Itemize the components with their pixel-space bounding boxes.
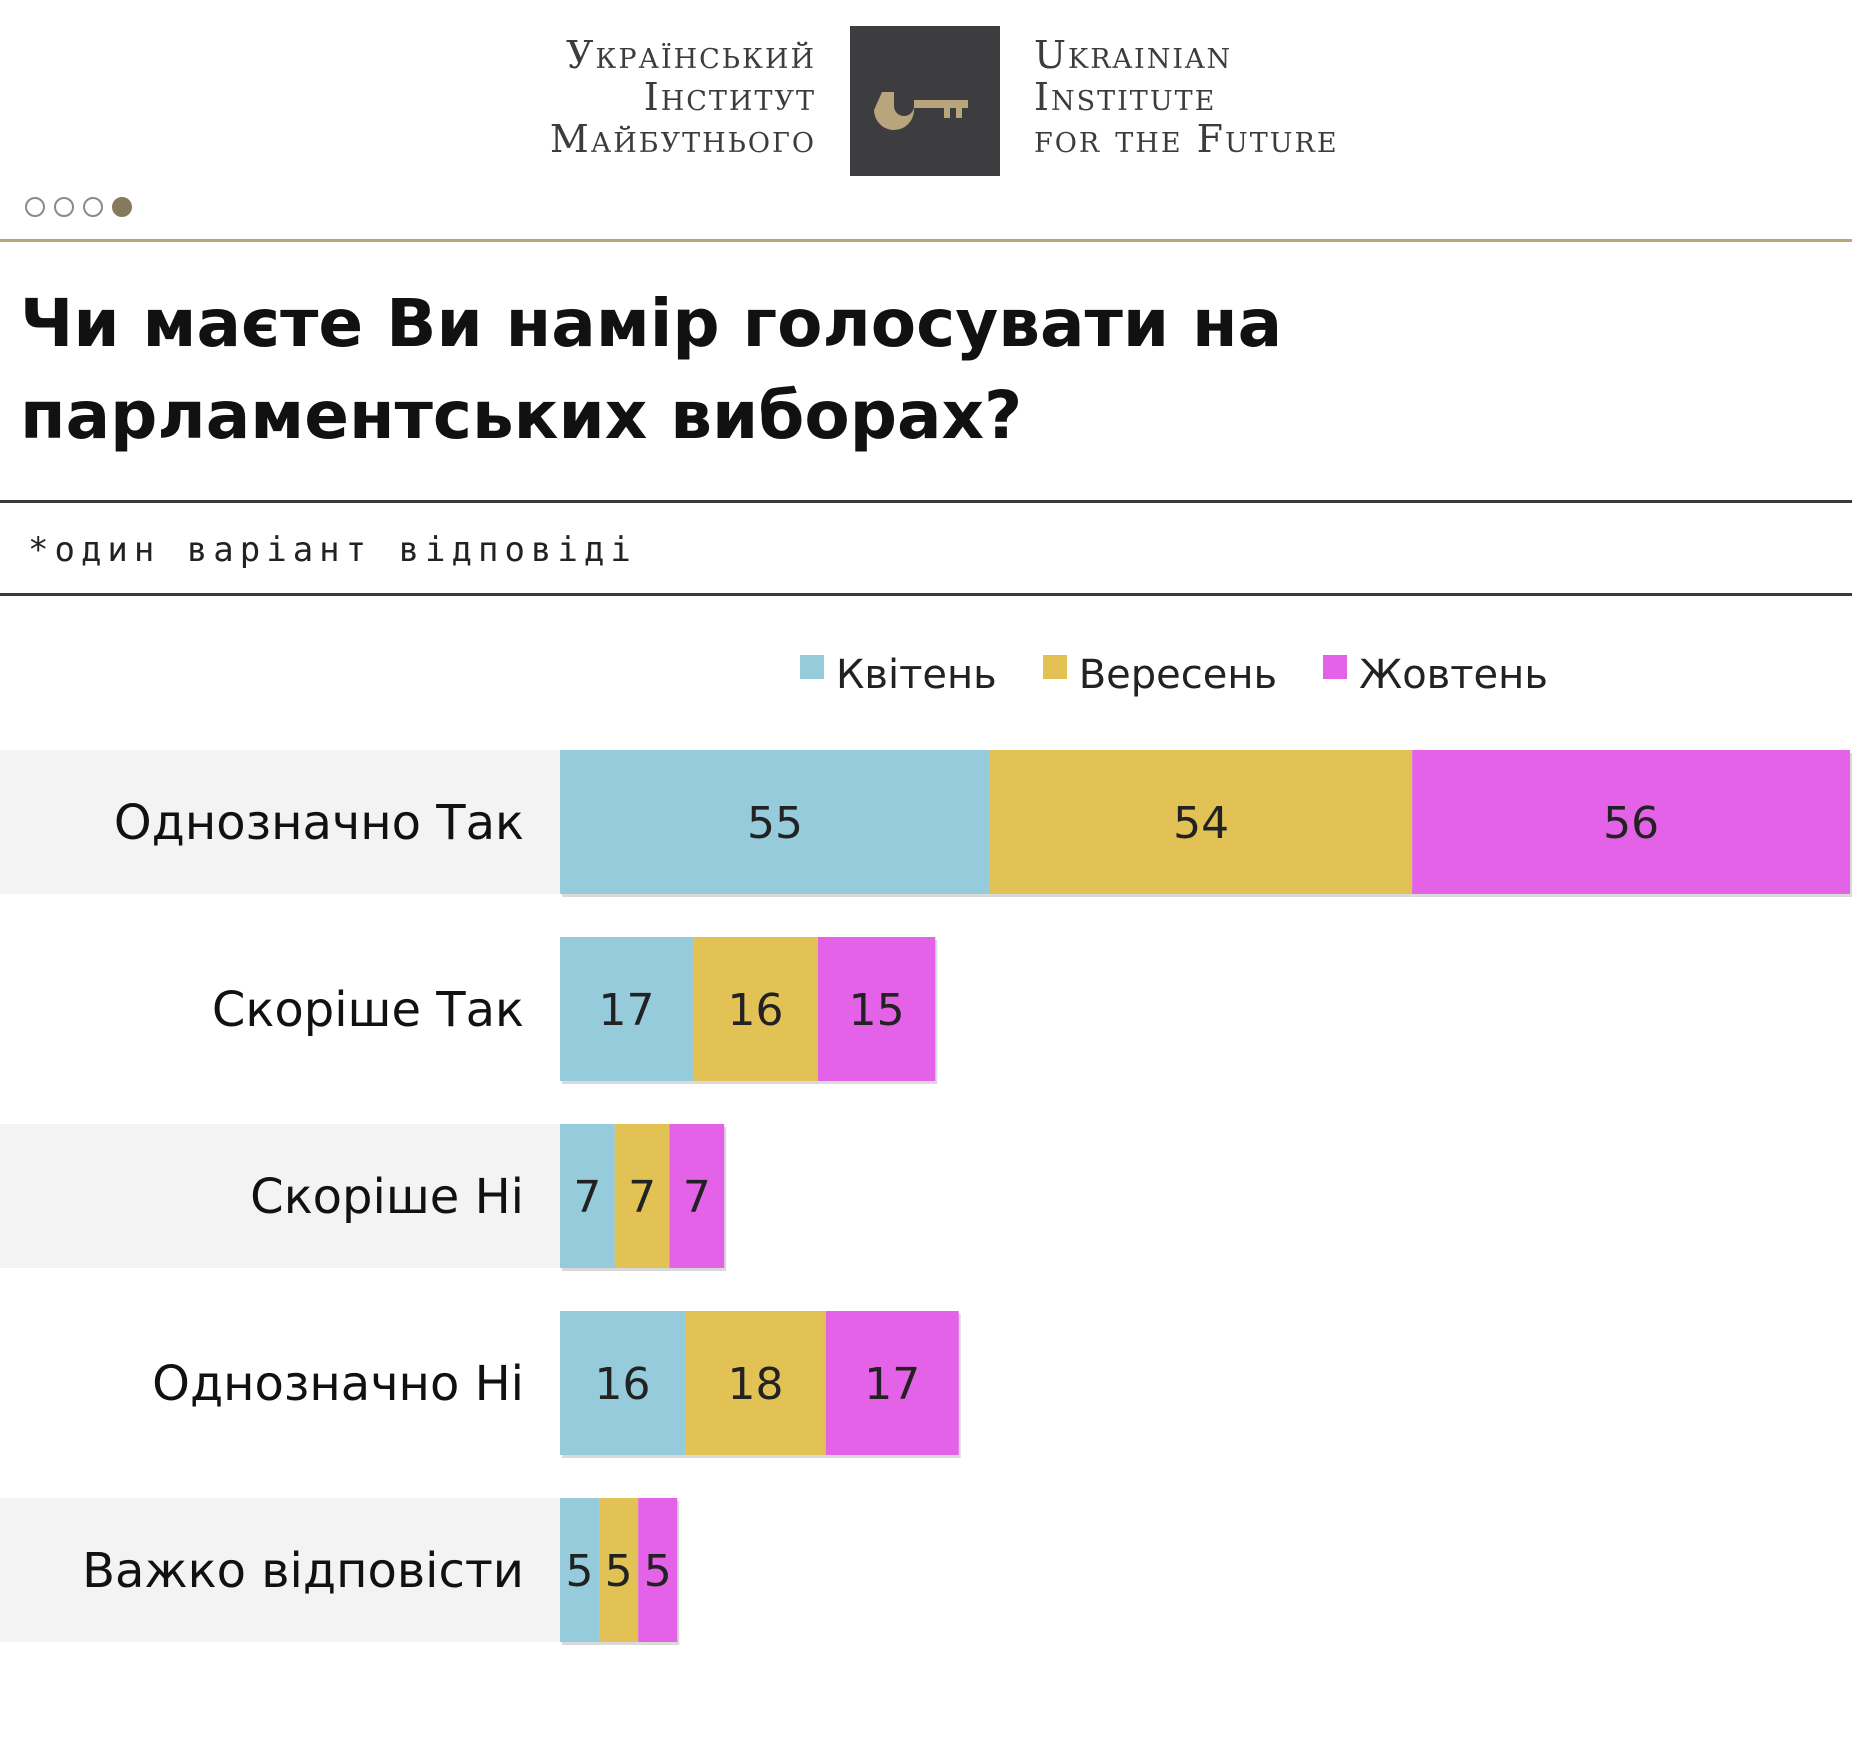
- pager-dot[interactable]: [112, 197, 132, 217]
- legend-swatch: [1323, 655, 1348, 679]
- logo-ua-line: Майбутнього: [549, 117, 816, 161]
- value-label: 5: [605, 1546, 633, 1597]
- legend-item: Квітень: [800, 652, 997, 698]
- logo-en-line: Ukrainian: [1034, 33, 1233, 77]
- bar-segment: [692, 937, 818, 1081]
- divider: [0, 593, 1852, 596]
- logo-en-line: for the Future: [1034, 117, 1339, 161]
- logo-badge: [850, 26, 1000, 176]
- bar-segment: [638, 1498, 678, 1642]
- divider: [0, 500, 1852, 503]
- value-label: 5: [644, 1546, 672, 1597]
- header: Український Інститут Майбутнього Ukraini…: [0, 0, 1852, 240]
- logo-text-en: Ukrainian Institute for the Future: [1034, 34, 1339, 160]
- pager-dot[interactable]: [54, 197, 74, 217]
- pager-dot[interactable]: [25, 197, 45, 217]
- value-label: 16: [727, 985, 783, 1036]
- logo-ua-line: Український: [565, 33, 816, 77]
- legend-swatch: [1042, 655, 1067, 679]
- bar-segment: [560, 750, 990, 894]
- bar-segment: [990, 750, 1413, 894]
- bar-segment: [560, 937, 693, 1081]
- answer-note: *один варіант відповіді: [28, 530, 637, 570]
- legend-item: Жовтень: [1323, 652, 1548, 698]
- value-label: 54: [1173, 798, 1229, 849]
- value-label: 16: [595, 1359, 651, 1410]
- value-label: 7: [683, 1172, 711, 1223]
- value-label: 15: [849, 985, 905, 1036]
- legend-label: Квітень: [836, 652, 997, 698]
- logo-ua-line: Інститут: [643, 75, 816, 119]
- value-label: 17: [864, 1359, 920, 1410]
- category-label: Важко відповісти: [82, 1543, 524, 1599]
- bar-segment: [599, 1498, 639, 1642]
- category-label: Скоріше Ні: [250, 1169, 524, 1225]
- bar-segment: [1412, 750, 1850, 894]
- bar-chart: Однозначно Так 55 54 56 Скоріше Так 17 16 15 Ско…: [0, 750, 1852, 1645]
- bar-segment: [614, 1124, 670, 1268]
- bar-segment: [560, 1498, 600, 1642]
- key-icon: [874, 92, 968, 130]
- value-label: 55: [747, 798, 803, 849]
- value-label: 18: [727, 1359, 783, 1410]
- bar-segment: [669, 1124, 725, 1268]
- logo-en-line: Institute: [1034, 75, 1217, 119]
- page-title: Чи маєте Ви намір голосувати на парламен…: [20, 285, 1283, 454]
- value-label: 5: [566, 1546, 594, 1597]
- pager-dot[interactable]: [83, 197, 103, 217]
- bar-segment: [560, 1124, 615, 1268]
- bar-segment: [825, 1311, 959, 1455]
- chart-legend: Квітень Вересень Жовтень: [800, 652, 1594, 698]
- value-label: 56: [1603, 798, 1659, 849]
- category-label: Однозначно Ні: [152, 1356, 524, 1412]
- bar-segment: [685, 1311, 826, 1455]
- legend-swatch: [800, 655, 824, 679]
- bar-segment: [560, 1311, 686, 1455]
- row-band: [0, 750, 560, 894]
- category-label: Однозначно Так: [114, 795, 524, 851]
- divider-gold: [0, 239, 1852, 242]
- logo-text-ua: Український Інститут Майбутнього: [550, 34, 816, 160]
- row-band: [0, 1124, 560, 1268]
- value-label: 17: [598, 985, 654, 1036]
- legend-item: Вересень: [1042, 652, 1278, 698]
- legend-label: Жовтень: [1359, 652, 1548, 698]
- row-band: [0, 1498, 560, 1642]
- category-label: Скоріше Так: [212, 982, 524, 1038]
- bar-segment: [818, 937, 936, 1081]
- value-label: 7: [573, 1172, 601, 1223]
- legend-label: Вересень: [1078, 652, 1278, 698]
- value-label: 7: [628, 1172, 656, 1223]
- slide-pager: [25, 197, 132, 217]
